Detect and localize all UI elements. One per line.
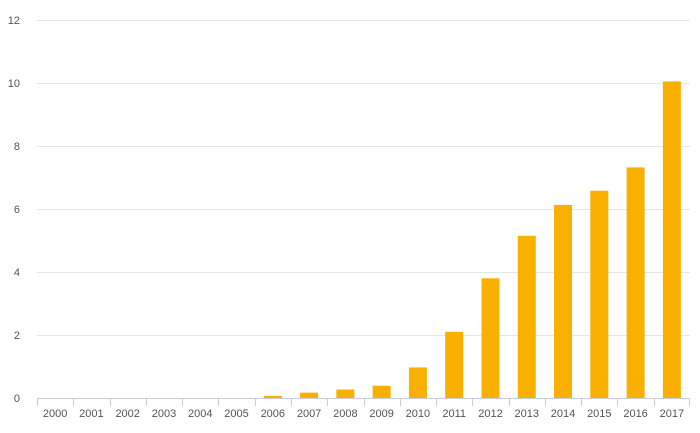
y-tick-label-8: 8: [14, 141, 20, 153]
x-axis: [37, 398, 690, 406]
bar-2006: [263, 395, 282, 398]
x-tick-label-2013: 2013: [515, 408, 539, 420]
x-tick-label-2004: 2004: [188, 408, 212, 420]
y-tick-label-2: 2: [14, 330, 20, 342]
y-axis-labels: 0 2 4 6 8 10 12: [8, 15, 20, 405]
x-tick-label-2002: 2002: [115, 408, 139, 420]
x-tick-label-2005: 2005: [224, 408, 248, 420]
y-tick-label-4: 4: [14, 267, 20, 279]
x-tick-label-2006: 2006: [261, 408, 285, 420]
x-tick-label-2008: 2008: [333, 408, 357, 420]
bar-2014: [554, 204, 573, 398]
y-tick-label-10: 10: [8, 78, 20, 90]
x-tick-label-2016: 2016: [623, 408, 647, 420]
bar-2008: [336, 389, 355, 398]
bar-2017: [662, 81, 681, 399]
x-tick-label-2017: 2017: [660, 408, 684, 420]
x-tick-label-2000: 2000: [43, 408, 67, 420]
bars: [263, 81, 681, 399]
x-tick-label-2011: 2011: [442, 408, 466, 420]
y-tick-label-0: 0: [14, 393, 20, 405]
x-tick-label-2003: 2003: [152, 408, 176, 420]
bar-2013: [517, 235, 536, 398]
x-axis-labels: 2000 2001 2002 2003 2004 2005 2006 2007 2008 2009…: [43, 408, 684, 420]
bar-2011: [445, 331, 464, 398]
x-tick-label-2001: 2001: [79, 408, 103, 420]
x-tick-label-2009: 2009: [369, 408, 393, 420]
bar-2007: [300, 392, 319, 398]
bar-2010: [408, 367, 427, 398]
x-tick-label-2010: 2010: [406, 408, 430, 420]
y-tick-label-6: 6: [14, 204, 20, 216]
x-tick-label-2014: 2014: [551, 408, 575, 420]
x-tick-label-2015: 2015: [587, 408, 611, 420]
bar-2015: [590, 190, 609, 398]
gridlines: [37, 20, 690, 336]
x-tick-label-2012: 2012: [478, 408, 502, 420]
bar-2016: [626, 167, 645, 398]
bar-2012: [481, 278, 500, 398]
x-tick-label-2007: 2007: [297, 408, 321, 420]
bar-2009: [372, 385, 391, 398]
y-tick-label-12: 12: [8, 15, 20, 27]
